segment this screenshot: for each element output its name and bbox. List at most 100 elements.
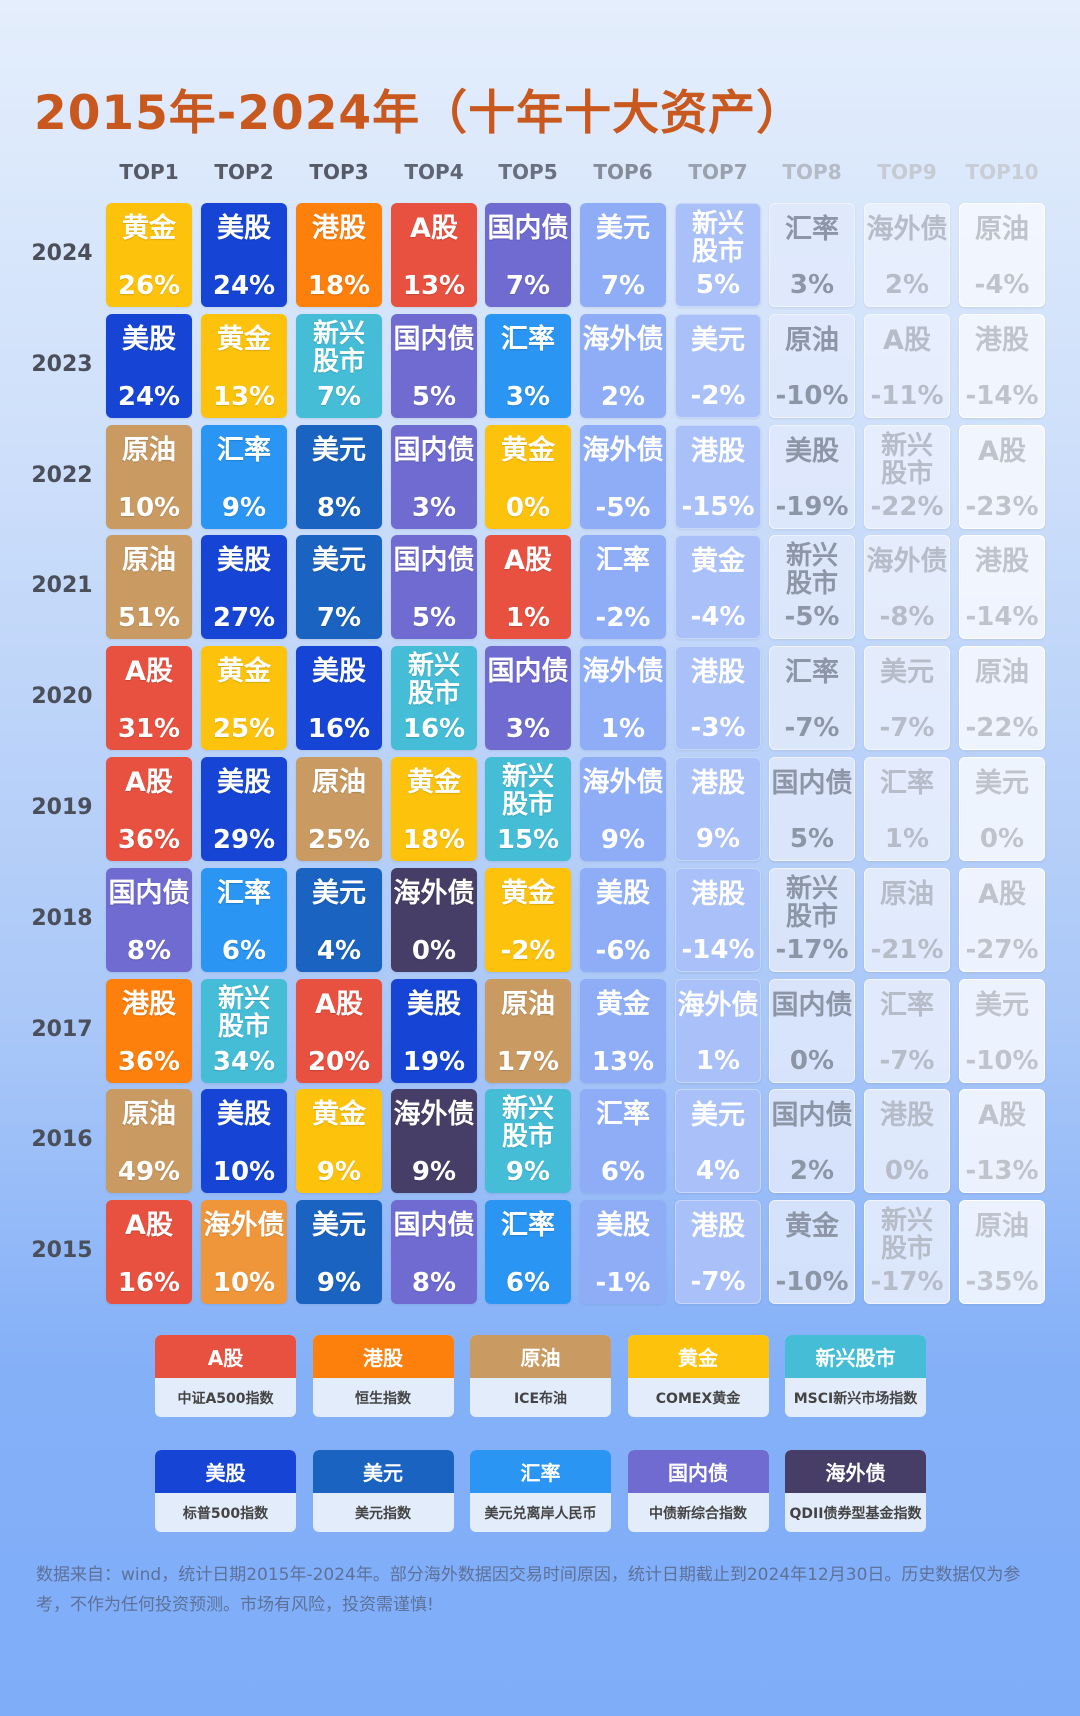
asset-name: 美元 (880, 657, 934, 689)
asset-name: 海外债 (393, 1099, 475, 1131)
legend-index-name: COMEX黄金 (655, 1390, 741, 1407)
legend-asset-name: 美元 (312, 1450, 454, 1493)
asset-cell: 原油 49% (106, 1089, 192, 1194)
return-value: -13% (965, 1156, 1039, 1187)
asset-cell: A股 36% (106, 757, 192, 861)
asset-cell: 汇率 6% (580, 1089, 666, 1194)
column-header-top9: TOP9 (877, 160, 937, 184)
return-value: -4% (690, 602, 746, 633)
asset-cell: 美股 16% (296, 646, 382, 751)
asset-name: 新兴股市 (501, 762, 554, 820)
asset-name: A股 (125, 1210, 173, 1242)
asset-cell: 港股 -15% (675, 424, 761, 529)
asset-name: 黄金 (596, 988, 650, 1020)
return-value: 2% (789, 1156, 835, 1187)
asset-cell: 美元 7% (296, 535, 382, 640)
return-value: 1% (505, 603, 551, 634)
asset-cell: 汇率 6% (201, 867, 287, 972)
asset-name: 汇率 (785, 214, 839, 245)
asset-name: 新兴股市 (880, 430, 933, 489)
asset-name: 国内债 (393, 323, 475, 355)
year-label: 2018 (31, 905, 93, 931)
return-value: -10% (965, 1045, 1039, 1076)
legend-index-name: 美元指数 (355, 1505, 411, 1522)
asset-cell: 海外债 9% (391, 1089, 477, 1194)
return-value: 18% (307, 271, 371, 301)
return-value: 24% (117, 381, 181, 412)
asset-cell: 海外债 10% (201, 1200, 287, 1305)
asset-name: A股 (125, 656, 173, 688)
asset-name: 国内债 (393, 1210, 475, 1242)
return-value: 16% (117, 1268, 181, 1299)
asset-name: 汇率 (596, 1099, 650, 1131)
legend-item: 原油 ICE布油 (470, 1335, 611, 1417)
asset-cell: 国内债 3% (391, 424, 477, 529)
asset-name: 新兴股市 (880, 1206, 933, 1265)
asset-cell: 港股 36% (106, 978, 192, 1083)
return-value: -7% (879, 1045, 935, 1076)
asset-cell: A股 -27% (959, 867, 1045, 972)
legend-index-name: QDII债券型基金指数 (789, 1505, 922, 1522)
asset-cell: 美元 4% (296, 867, 382, 972)
legend-item: 新兴股市 MSCI新兴市场指数 (785, 1335, 926, 1417)
asset-name: 美股 (217, 1099, 271, 1131)
return-value: 6% (505, 1268, 551, 1299)
asset-cell: 黄金 26% (106, 203, 192, 307)
legend-item: 海外债 QDII债券型基金指数 (785, 1450, 926, 1532)
asset-cell: 港股 -14% (675, 867, 761, 972)
asset-name: 海外债 (866, 546, 948, 578)
return-value: 31% (117, 714, 181, 745)
asset-name: 海外债 (582, 323, 664, 355)
legend-asset-name: 国内债 (627, 1450, 769, 1493)
asset-name: 港股 (312, 213, 366, 244)
asset-cell: 原油 -22% (959, 646, 1045, 751)
asset-cell: 港股 -7% (675, 1200, 761, 1305)
return-value: 0% (789, 1045, 835, 1076)
return-value: 4% (316, 935, 362, 966)
return-value: -14% (965, 602, 1039, 633)
asset-name: 美股 (312, 656, 366, 688)
year-label: 2019 (31, 795, 93, 820)
column-header-top7: TOP7 (688, 160, 748, 184)
footnote: 数据来自：wind，统计日期2015年-2024年。部分海外数据因交易时间原因，… (36, 1565, 1021, 1615)
asset-cell: 新兴股市 5% (675, 203, 761, 307)
legend-index-name: MSCI新兴市场指数 (793, 1390, 918, 1407)
asset-name: 美股 (217, 213, 271, 244)
asset-cell: 海外债 0% (391, 867, 477, 972)
column-header-top2: TOP2 (214, 160, 274, 184)
return-value: 25% (212, 714, 276, 745)
return-value: 1% (884, 824, 930, 854)
return-value: -5% (784, 602, 840, 633)
legend-item: 美股 标普500指数 (155, 1450, 296, 1532)
asset-cell: 海外债 9% (580, 757, 666, 861)
return-value: 5% (695, 270, 741, 300)
asset-name: 原油 (122, 545, 176, 577)
asset-name: 美股 (122, 323, 176, 355)
return-value: 7% (316, 603, 362, 634)
asset-name: 原油 (975, 657, 1029, 689)
return-value: 4% (695, 1156, 741, 1187)
legend-asset-name: 原油 (470, 1335, 611, 1378)
return-value: 0% (979, 824, 1025, 854)
asset-cell: 美元 -10% (959, 978, 1045, 1083)
legend-asset-name: 美股 (155, 1450, 296, 1493)
return-value: 26% (117, 271, 181, 301)
return-value: 17% (496, 1046, 560, 1077)
return-value: 0% (505, 492, 551, 523)
asset-cell: 美元 9% (296, 1200, 382, 1305)
asset-name: 美元 (312, 1210, 366, 1242)
asset-name: 国内债 (487, 656, 569, 688)
return-value: -6% (595, 935, 651, 966)
asset-name: 美元 (312, 545, 366, 577)
asset-name: 美股 (785, 435, 839, 467)
legend-asset-name: 黄金 (627, 1335, 769, 1378)
asset-name: 新兴股市 (407, 651, 460, 710)
asset-name: 美元 (975, 989, 1029, 1021)
return-value: -35% (965, 1267, 1039, 1298)
asset-name: A股 (978, 1100, 1026, 1132)
asset-name: A股 (978, 435, 1026, 467)
return-value: 0% (884, 1156, 930, 1187)
asset-cell: 黄金 -2% (485, 867, 571, 972)
return-value: 13% (402, 271, 466, 301)
return-value: 36% (117, 825, 181, 855)
